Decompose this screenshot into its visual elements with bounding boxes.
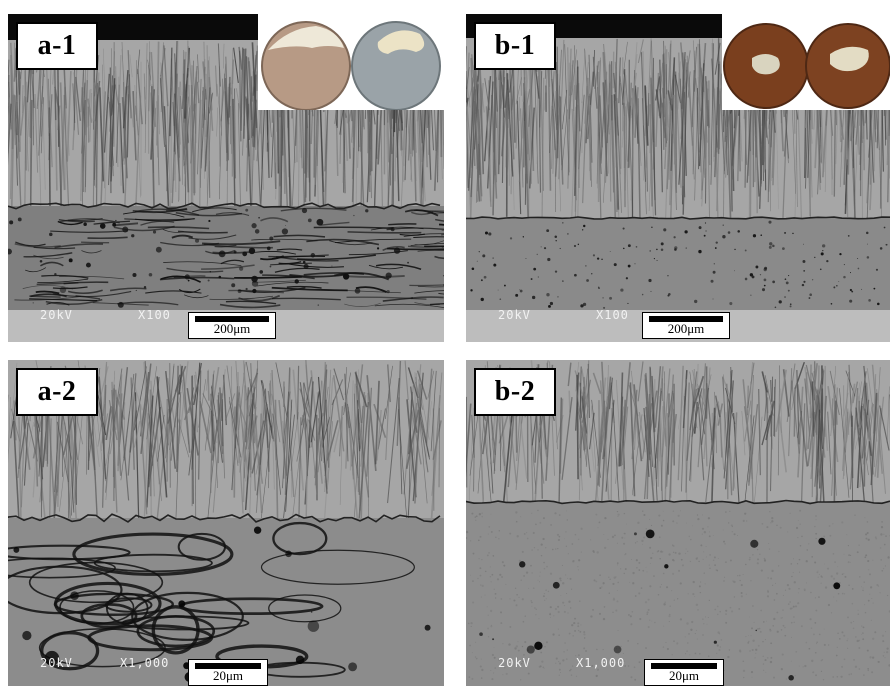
micrograph-b2 — [466, 360, 890, 686]
voltage-text-a2: 20kV — [40, 656, 73, 670]
panel-label-a1: a-1 — [16, 22, 98, 70]
sem-panel-b1: b-1 20kV X100 200μm — [466, 14, 890, 342]
inset-photo-a1 — [258, 14, 444, 110]
sample-discs-b1 — [723, 23, 890, 109]
magnification-text-a1: X100 — [138, 308, 171, 322]
micrograph-b1 — [466, 14, 890, 342]
panel-label-a2: a-2 — [16, 368, 98, 416]
scale-bar-line-a1 — [195, 316, 269, 322]
scale-bar-label-a1: 200μm — [213, 321, 251, 336]
panel-label-b2: b-2 — [474, 368, 556, 416]
magnification-text-b2: X1,000 — [576, 656, 626, 670]
voltage-text-b1: 20kV — [498, 308, 531, 322]
magnification-text-a2: X1,000 — [120, 656, 170, 670]
sem-panel-b2: b-2 20kV X1,000 20μm — [466, 360, 890, 686]
scale-bar-label-b2: 20μm — [668, 668, 700, 683]
scale-bar-label-b1: 200μm — [667, 321, 705, 336]
sample-discs-a1 — [261, 21, 441, 110]
scale-bar-line-a2 — [195, 663, 261, 669]
scale-bar-a1: 200μm — [188, 312, 276, 339]
scale-bar-b2: 20μm — [644, 659, 724, 686]
magnification-text-b1: X100 — [596, 308, 629, 322]
scale-bar-b1: 200μm — [642, 312, 730, 339]
sem-panel-a1: a-1 20kV X100 200μm — [8, 14, 444, 342]
scale-bar-line-b1 — [649, 316, 723, 322]
voltage-text-a1: 20kV — [40, 308, 73, 322]
inset-photo-b1 — [722, 14, 890, 110]
scale-bar-line-b2 — [651, 663, 717, 669]
panel-label-b1: b-1 — [474, 22, 556, 70]
sem-panel-a2: a-2 20kV X1,000 20μm — [8, 360, 444, 686]
scale-bar-label-a2: 20μm — [212, 668, 244, 683]
voltage-text-b2: 20kV — [498, 656, 531, 670]
scale-bar-a2: 20μm — [188, 659, 268, 686]
